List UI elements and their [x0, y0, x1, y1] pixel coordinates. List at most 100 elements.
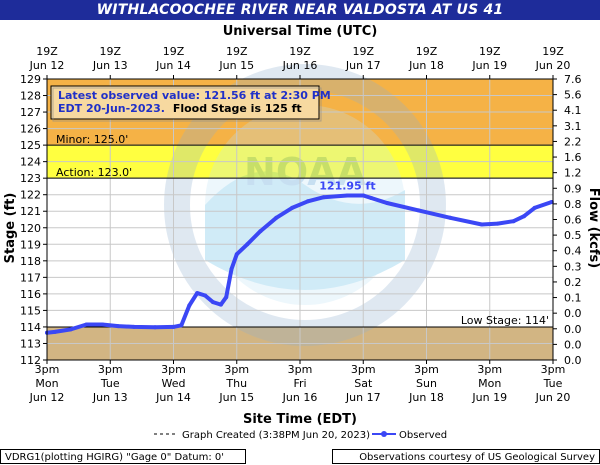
observed-point: [116, 324, 121, 329]
observed-point: [416, 208, 421, 213]
flow-tick-label: 0.0: [564, 307, 582, 320]
observed-legend-label: Observed: [399, 430, 447, 441]
edt-tick-time: 3pm: [288, 363, 313, 376]
stage-tick-label: 120: [20, 222, 41, 235]
observed-point: [211, 300, 215, 305]
svg-text:EDT 20-Jun-2023. Flood S: EDT 20-Jun-2023. Flood Stage is 125 ft: [58, 102, 302, 115]
edt-tick-day: Tue: [543, 377, 563, 390]
observed-point: [179, 323, 184, 328]
utc-tick-time: 19Z: [352, 45, 374, 58]
observed-point: [345, 193, 350, 198]
edt-tick-time: 3pm: [161, 363, 186, 376]
stage-tick-label: 125: [20, 139, 41, 152]
stage-tick-label: 128: [20, 90, 41, 103]
observed-point: [479, 222, 484, 227]
flow-tick-label: 0.5: [564, 229, 582, 242]
observed-point: [203, 293, 208, 298]
stage-tick-label: 118: [20, 255, 41, 268]
observed-point: [52, 329, 57, 334]
utc-tick-time: 19Z: [226, 45, 248, 58]
stage-tick-label: 123: [20, 172, 41, 185]
flow-axis-ticks: 0.0 0.0 0.0 0.0 0.1 0.2 0.3 0.4 0.5 0.6 0.8 0.9 1.2 1…: [553, 73, 582, 367]
edt-tick-time: 3pm: [351, 363, 376, 376]
flood-stage-text: Flood Stage is 125 ft: [173, 102, 302, 115]
datum-info: VDRG1(plotting HGIRG) "Gage 0" Datum: 0': [0, 449, 246, 464]
flow-tick-label: 0.0: [564, 338, 582, 351]
low-stage-threshold-label: Low Stage: 114': [461, 314, 549, 327]
stage-tick-label: 113: [20, 337, 41, 350]
stage-tick-label: 116: [20, 288, 41, 301]
observed-point: [495, 221, 500, 226]
edt-tick-day: Wed: [162, 377, 186, 390]
flow-tick-label: 2.2: [564, 135, 582, 148]
latest-value-line2: EDT 20-Jun-2023.: [58, 102, 165, 115]
stage-tick-label: 121: [20, 205, 41, 218]
observed-point: [132, 324, 136, 329]
edt-tick-day: Sun: [416, 377, 437, 390]
utc-tick-date: Jun 19: [471, 59, 507, 72]
edt-tick-date: Jun 16: [282, 391, 318, 404]
utc-tick-time: 19Z: [289, 45, 311, 58]
flow-tick-label: 7.6: [564, 73, 582, 86]
observed-point: [234, 252, 239, 257]
observed-point: [195, 291, 200, 296]
flow-tick-label: 0.0: [564, 323, 582, 336]
observed-line: [45, 193, 554, 335]
flow-tick-label: 0.2: [564, 276, 582, 289]
observed-point: [385, 201, 389, 205]
edt-tick-day: Fri: [293, 377, 306, 390]
utc-tick-date: Jun 17: [345, 59, 381, 72]
observed-point: [321, 195, 326, 200]
action-threshold-label: Action: 123.0': [56, 166, 132, 179]
flow-tick-label: 0.3: [564, 260, 582, 273]
utc-tick-date: Jun 12: [29, 59, 65, 72]
observed-point: [258, 229, 263, 234]
edt-tick-date: Jun 14: [155, 391, 191, 404]
edt-tick-day: Tue: [100, 377, 120, 390]
minor-threshold-label: Minor: 125.0': [56, 133, 128, 146]
stage-tick-label: 119: [20, 238, 41, 251]
observed-point: [532, 205, 537, 210]
edt-tick-date: Jun 17: [345, 391, 381, 404]
observed-point: [245, 242, 250, 247]
bottom-axis-title: Site Time (EDT): [243, 412, 357, 427]
stage-axis-title: Stage (ft): [3, 193, 18, 264]
stage-tick-label: 112: [20, 354, 41, 367]
observed-point: [522, 214, 526, 219]
utc-tick-date: Jun 15: [218, 59, 254, 72]
observed-point: [218, 302, 223, 307]
edt-tick-date: Jun 12: [29, 391, 65, 404]
observed-point: [290, 205, 295, 210]
flow-tick-label: 0.6: [564, 214, 582, 227]
flow-axis-title: Flow (kcfs): [586, 188, 600, 268]
data-source-credit: Observations courtesy of US Geological S…: [332, 449, 600, 464]
stage-tick-label: 115: [20, 304, 41, 317]
flow-tick-label: 0.1: [564, 292, 582, 305]
observed-legend-marker: [381, 431, 387, 437]
utc-tick-time: 19Z: [416, 45, 438, 58]
noaa-seal-ring: [164, 64, 446, 346]
utc-tick-time: 19Z: [36, 45, 58, 58]
observed-point: [361, 193, 366, 198]
utc-tick-date: Jun 13: [92, 59, 128, 72]
edt-tick-date: Jun 20: [535, 391, 571, 404]
latest-value-line1: Latest observed value: 121.56 ft at 2:30…: [58, 89, 331, 102]
observed-point: [84, 322, 89, 327]
noaa-watermark-text: NOAA: [244, 150, 366, 194]
observed-point: [171, 324, 176, 329]
stage-tick-label: 124: [20, 156, 41, 169]
legend: Graph Created (3:38PM Jun 20, 2023) Obse…: [154, 430, 447, 441]
edt-tick-time: 3pm: [98, 363, 123, 376]
noaa-seal-center: [205, 105, 405, 305]
stage-tick-label: 117: [20, 271, 41, 284]
utc-tick-date: Jun 18: [408, 59, 444, 72]
observed-point: [448, 215, 453, 220]
edt-tick-date: Jun 13: [92, 391, 128, 404]
stage-tick-label: 129: [20, 73, 41, 86]
utc-tick-date: Jun 16: [282, 59, 318, 72]
flow-tick-label: 4.1: [564, 104, 582, 117]
observed-point: [305, 199, 310, 204]
